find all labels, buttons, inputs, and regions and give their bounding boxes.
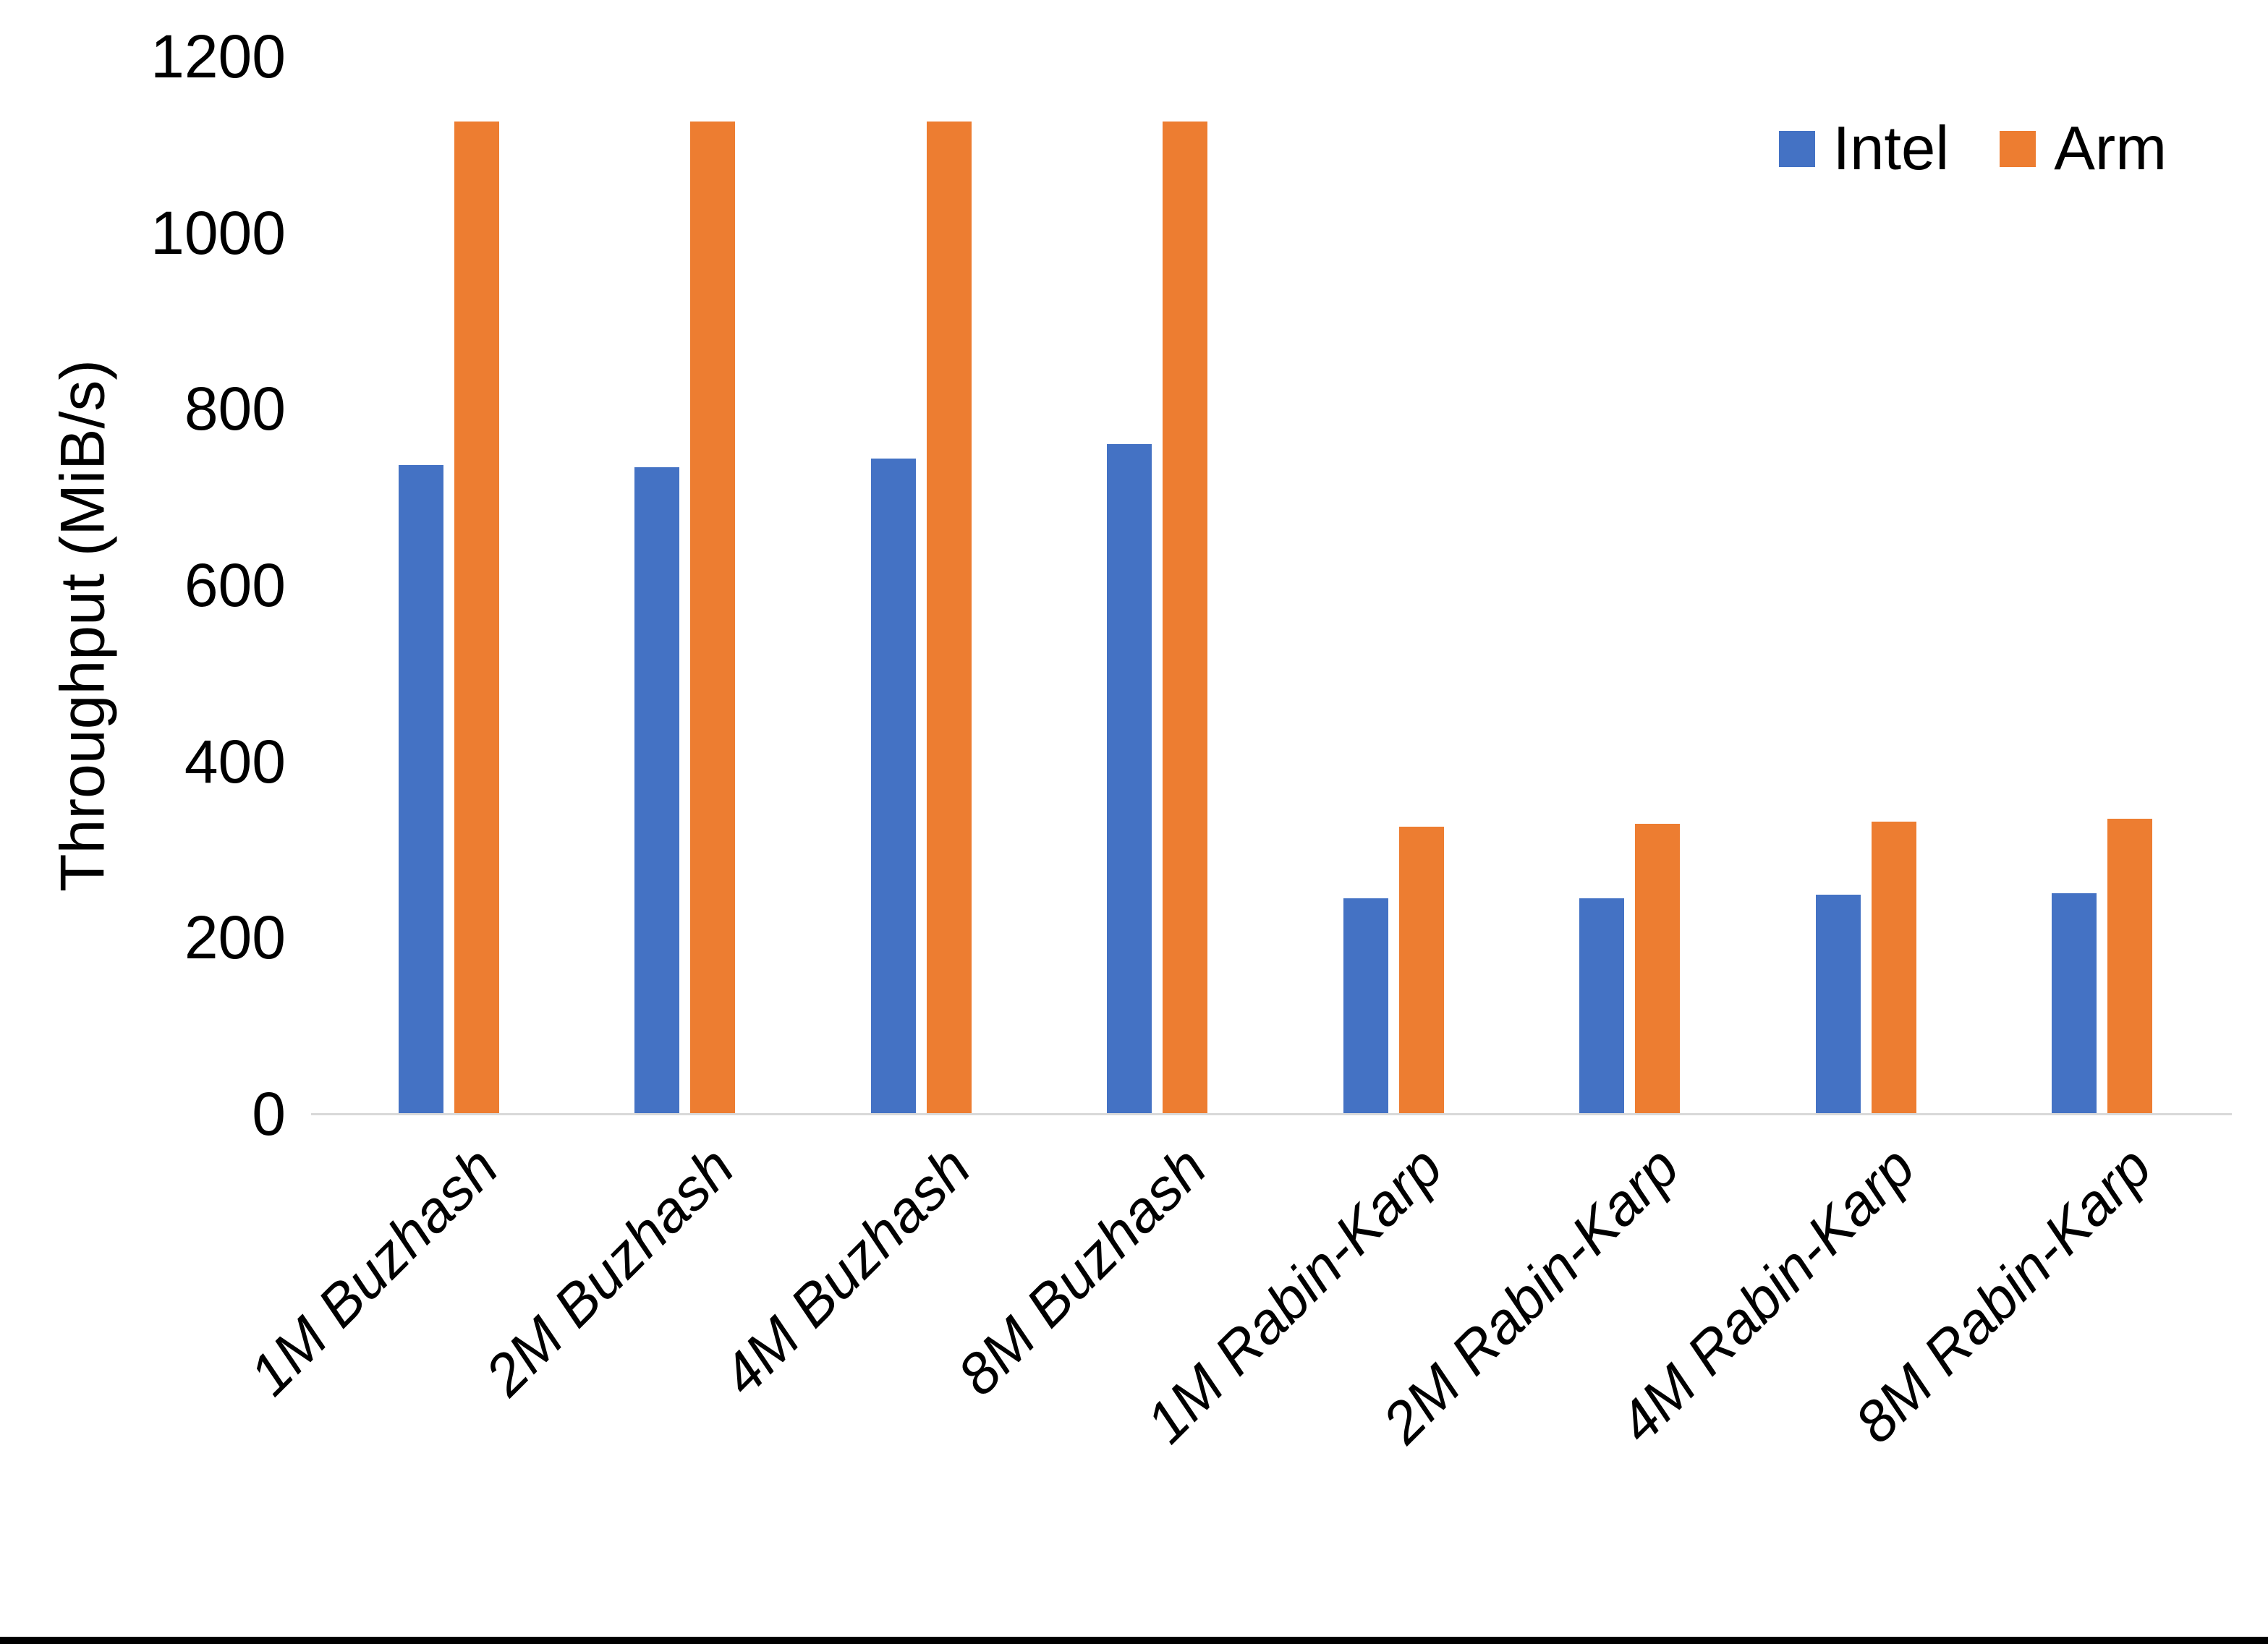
bar-intel-1m-rabin-karp [1343, 898, 1388, 1114]
y-tick-label-600: 600 [184, 551, 286, 619]
bar-intel-4m-buzhash [870, 458, 916, 1114]
bar-intel-8m-rabin-karp [2052, 893, 2097, 1114]
bar-arm-8m-rabin-karp [2107, 818, 2153, 1114]
bar-arm-1m-rabin-karp [1398, 826, 1444, 1114]
bar-intel-1m-buzhash [398, 465, 443, 1114]
bar-group-8m-rabin-karp [1984, 56, 2221, 1114]
bar-group-4m-buzhash [803, 56, 1040, 1114]
y-tick-label-1200: 1200 [150, 22, 286, 90]
bar-group-2m-buzhash [567, 56, 804, 1114]
bar-arm-4m-rabin-karp [1871, 821, 1916, 1114]
bar-group-2m-rabin-karp [1512, 56, 1749, 1114]
bar-arm-4m-buzhash [926, 122, 972, 1114]
x-category-label-8m-buzhash: 8M Buzhash [945, 1134, 1219, 1407]
y-tick-label-400: 400 [184, 727, 286, 796]
legend-item-intel: Intel [1778, 114, 1950, 183]
bar-arm-2m-buzhash [690, 122, 736, 1114]
bar-group-1m-rabin-karp [1275, 56, 1512, 1114]
x-category-label-1m-buzhash: 1M Buzhash [237, 1134, 510, 1407]
bar-intel-4m-rabin-karp [1815, 894, 1861, 1114]
x-axis-line [311, 1113, 2232, 1115]
y-axis-title: Throughput (MiB/s) [48, 359, 118, 893]
x-category-label-2m-buzhash: 2M Buzhash [472, 1134, 747, 1407]
bar-arm-2m-rabin-karp [1635, 824, 1681, 1114]
plot-area [331, 56, 2220, 1114]
legend-label-arm: Arm [2054, 114, 2167, 183]
legend-swatch-arm [2000, 130, 2036, 167]
x-category-label-4m-buzhash: 4M Buzhash [709, 1134, 982, 1407]
bar-arm-8m-buzhash [1163, 122, 1208, 1114]
bar-group-8m-buzhash [1040, 56, 1276, 1114]
legend-item-arm: Arm [2000, 118, 2167, 179]
bar-arm-1m-buzhash [454, 122, 499, 1114]
bar-group-1m-buzhash [331, 56, 567, 1114]
bottom-black-bar [0, 1637, 2268, 1644]
y-tick-label-1000: 1000 [150, 198, 286, 267]
bar-intel-2m-rabin-karp [1579, 898, 1625, 1114]
y-tick-label-200: 200 [184, 903, 286, 972]
legend: Intel Arm [1778, 114, 2167, 183]
y-tick-label-0: 0 [252, 1080, 286, 1148]
bar-intel-8m-buzhash [1107, 444, 1152, 1114]
bar-group-4m-rabin-karp [1748, 56, 1984, 1114]
y-tick-label-800: 800 [184, 375, 286, 443]
legend-swatch-intel [1778, 130, 1815, 167]
bar-intel-2m-buzhash [634, 467, 680, 1114]
legend-label-intel: Intel [1832, 114, 1950, 183]
